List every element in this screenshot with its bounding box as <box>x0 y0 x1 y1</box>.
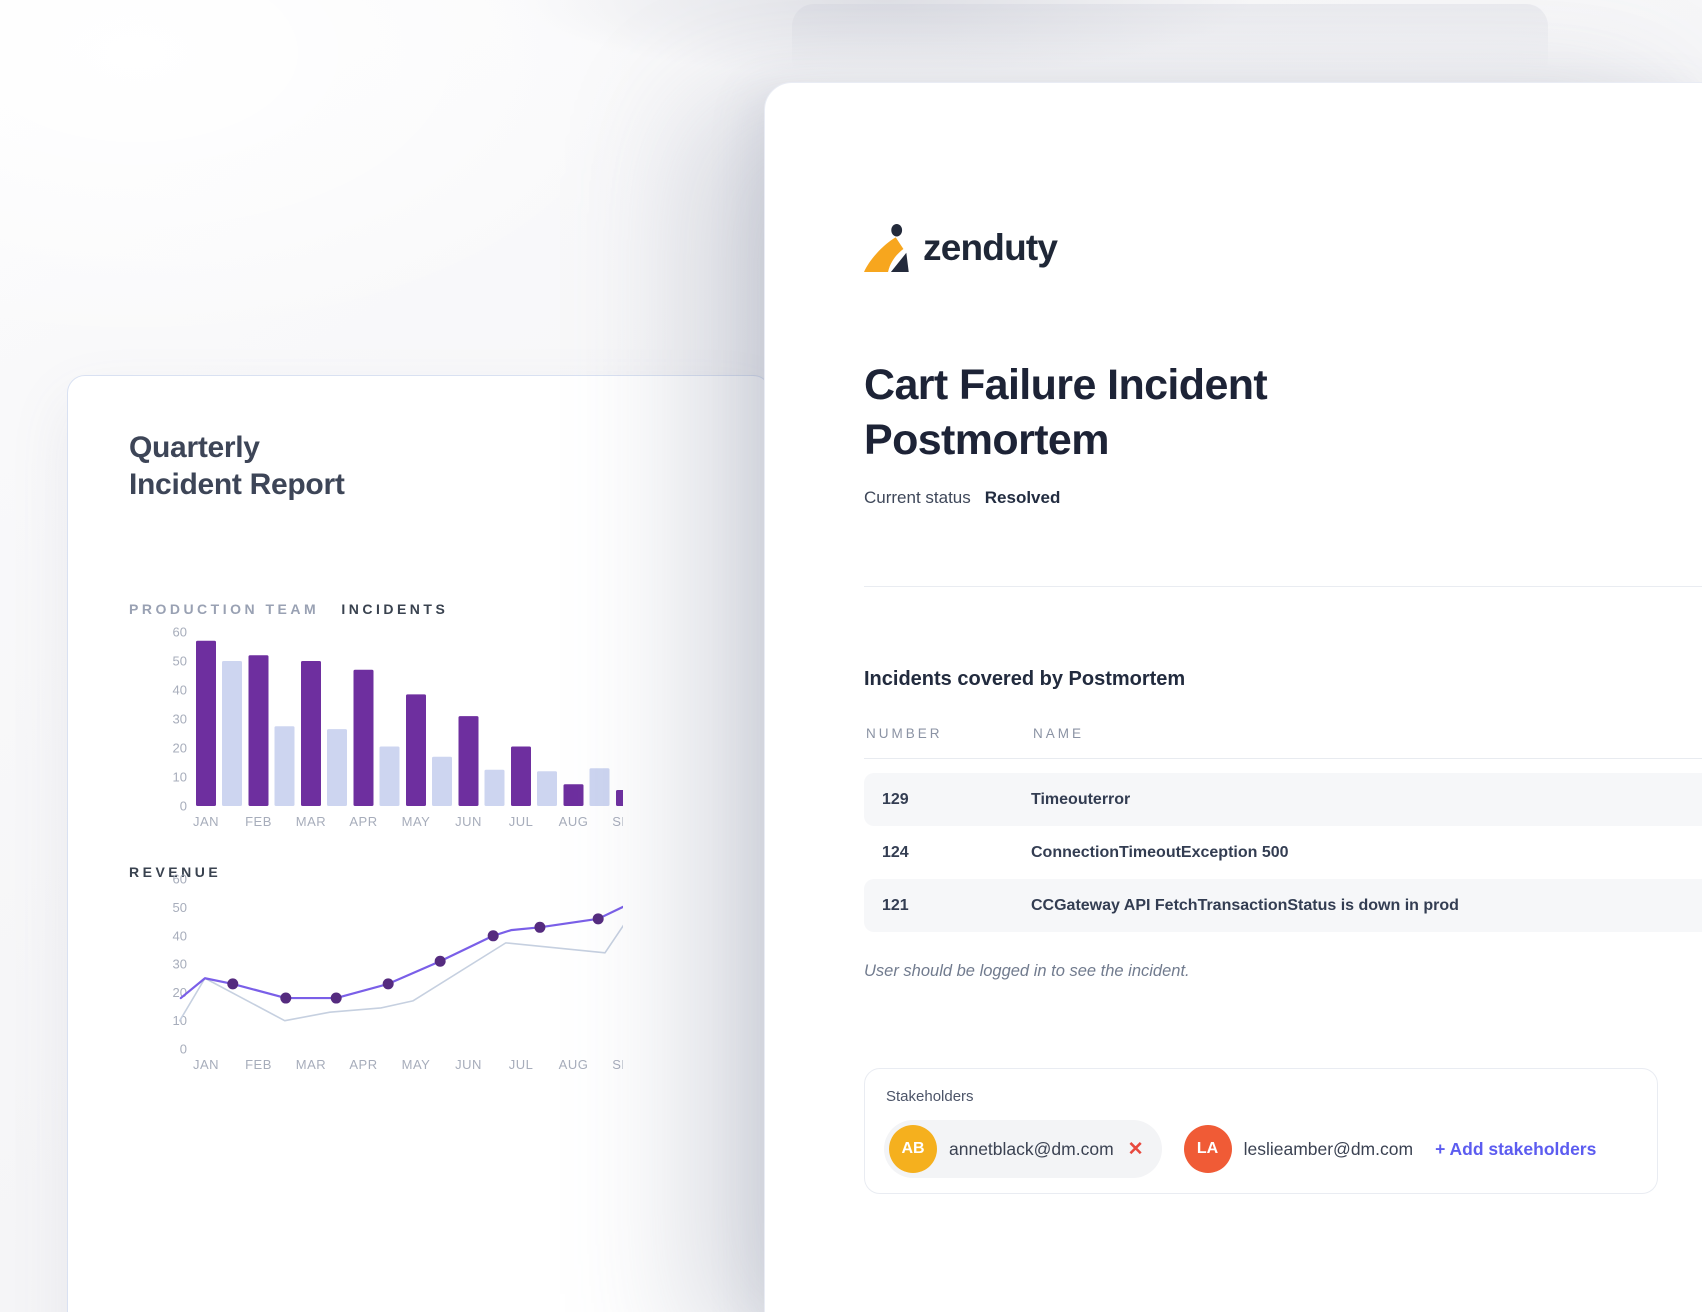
svg-text:0: 0 <box>180 1042 187 1057</box>
incident-number: 124 <box>882 843 909 861</box>
svg-text:MAR: MAR <box>296 1057 326 1072</box>
svg-text:20: 20 <box>173 985 187 1000</box>
svg-text:10: 10 <box>173 770 187 785</box>
svg-text:60: 60 <box>173 872 187 887</box>
remove-stakeholder-icon[interactable]: ✕ <box>1127 1138 1144 1160</box>
quarterly-report-card: Quarterly Incident Report PRODUCTION TEA… <box>67 375 771 1312</box>
table-header-underline <box>864 758 1702 759</box>
incidents-bar-chart: 60 50 40 30 20 10 0 JAN FEB MAR APR MAY JUN JUL AUG SEP… <box>173 625 623 829</box>
table-row[interactable]: 124 ConnectionTimeoutException 500 <box>864 826 1702 879</box>
incident-number: 121 <box>882 896 909 914</box>
svg-text:40: 40 <box>173 928 187 943</box>
bar-chart-title-strong: INCIDENTS <box>341 601 449 617</box>
svg-text:40: 40 <box>173 683 187 698</box>
incident-note: User should be logged in to see the inci… <box>864 962 1190 980</box>
column-header-number: NUMBER <box>866 726 943 741</box>
svg-text:0: 0 <box>180 799 187 814</box>
bar-chart-title-muted: PRODUCTION TEAM <box>129 601 320 617</box>
svg-text:50: 50 <box>173 900 187 915</box>
zenduty-logo-icon <box>864 223 909 273</box>
stakeholder-email: annetblack@dm.com <box>949 1138 1114 1159</box>
backdrop-sheet <box>792 4 1548 82</box>
svg-text:AUG: AUG <box>559 1057 589 1072</box>
stakeholder-chip[interactable]: AB annetblack@dm.com ✕ <box>884 1120 1162 1178</box>
report-title: Quarterly Incident Report <box>129 431 345 501</box>
svg-text:30: 30 <box>173 957 187 972</box>
stakeholders-label: Stakeholders <box>886 1088 974 1105</box>
svg-text:MAR: MAR <box>296 814 326 829</box>
status-row: Current status Resolved <box>864 488 1060 508</box>
svg-text:AUG: AUG <box>559 814 589 829</box>
svg-text:JAN: JAN <box>193 814 219 829</box>
svg-text:SEP: SEP <box>612 1057 623 1072</box>
incident-name: CCGateway API FetchTransactionStatus is … <box>1031 896 1459 914</box>
line-chart-title: REVENUE <box>129 864 221 880</box>
stakeholder-chip[interactable]: LA leslieamber@dm.com <box>1183 1125 1414 1173</box>
stakeholders-chips-row: AB annetblack@dm.com ✕ LA leslieamber@dm… <box>884 1120 1596 1178</box>
incident-name: ConnectionTimeoutException 500 <box>1031 843 1289 861</box>
incident-number: 129 <box>882 790 909 808</box>
svg-text:JUL: JUL <box>509 814 534 829</box>
svg-text:MAY: MAY <box>402 1057 431 1072</box>
avatar: AB <box>889 1125 937 1173</box>
svg-text:APR: APR <box>349 814 377 829</box>
incidents-section-heading: Incidents covered by Postmortem <box>864 668 1186 690</box>
postmortem-title: Cart Failure Incident Postmortem <box>864 361 1268 464</box>
avatar: LA <box>1183 1125 1232 1173</box>
svg-text:50: 50 <box>173 654 187 669</box>
table-row[interactable]: 129 Timeouterror <box>864 773 1702 826</box>
incident-name: Timeouterror <box>1031 790 1131 808</box>
svg-text:MAY: MAY <box>402 814 431 829</box>
revenue-line-chart: 6050403020100JANFEBMARAPRMAYJUNJULAUGSEP… <box>173 872 623 1072</box>
zenduty-logo: zenduty <box>864 222 1058 274</box>
svg-text:30: 30 <box>173 712 187 727</box>
svg-text:20: 20 <box>173 741 187 756</box>
status-badge: Resolved <box>984 488 1061 507</box>
status-label: Current status <box>864 488 971 507</box>
svg-text:JUN: JUN <box>455 814 482 829</box>
table-header: NUMBER NAME <box>864 726 1702 741</box>
svg-text:JUN: JUN <box>455 1057 482 1072</box>
svg-text:APR: APR <box>349 1057 377 1072</box>
bar-chart-title: PRODUCTION TEAM INCIDENTS <box>129 601 448 617</box>
divider <box>864 586 1702 587</box>
svg-text:60: 60 <box>173 625 187 640</box>
line-chart-title-text: REVENUE <box>129 864 222 880</box>
column-header-name: NAME <box>1033 726 1085 741</box>
svg-text:SEP: SEP <box>612 814 623 829</box>
svg-text:JAN: JAN <box>193 1057 219 1072</box>
svg-text:FEB: FEB <box>245 1057 272 1072</box>
svg-text:JUL: JUL <box>509 1057 534 1072</box>
svg-text:FEB: FEB <box>245 814 272 829</box>
add-stakeholders-button[interactable]: + Add stakeholders <box>1435 1138 1597 1159</box>
stakeholder-email: leslieamber@dm.com <box>1243 1138 1414 1159</box>
table-row[interactable]: 121 CCGateway API FetchTransactionStatus… <box>864 879 1702 932</box>
zenduty-wordmark: zenduty <box>923 227 1058 268</box>
